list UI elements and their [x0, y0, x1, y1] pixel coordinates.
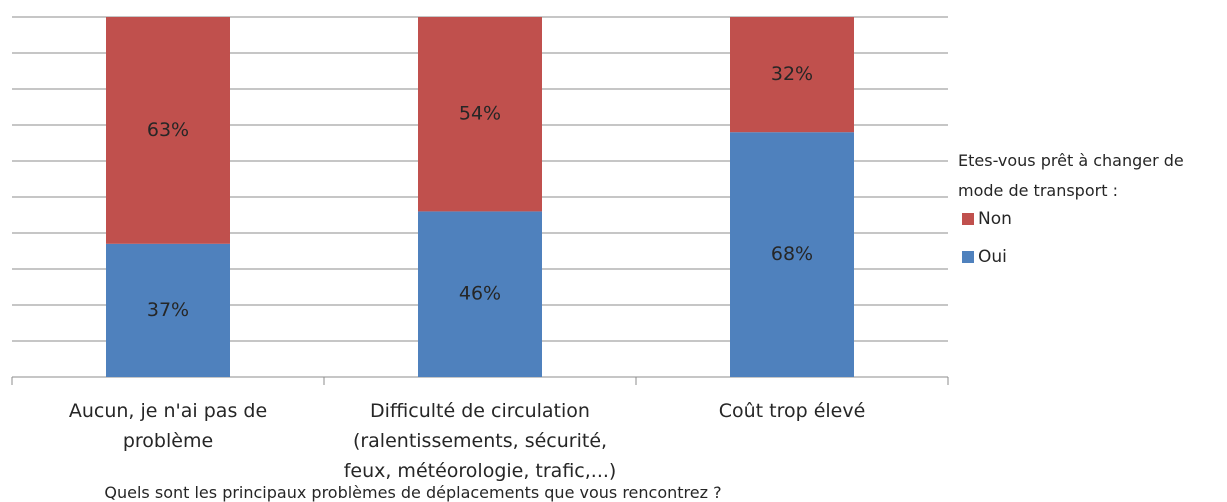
data-label: 68%: [771, 243, 813, 265]
legend-title: Etes-vous prêt à changer de mode de tran…: [958, 151, 1184, 200]
data-label: 46%: [459, 283, 501, 305]
data-label: 37%: [147, 299, 189, 321]
legend-item: Non: [962, 209, 1012, 229]
x-axis-title: Quels sont les principaux problèmes de d…: [104, 483, 722, 502]
legend-item: Oui: [962, 247, 1007, 267]
bar-segment: [106, 17, 230, 244]
data-label: 63%: [147, 119, 189, 141]
bar-segment: [418, 211, 542, 377]
data-label: 32%: [771, 63, 813, 85]
bar-segment: [730, 17, 854, 133]
x-tick-label: Difficulté de circulation (ralentissemen…: [343, 400, 617, 482]
x-tick-label: Aucun, je n'ai pas de problème: [68, 400, 268, 452]
x-tick-label: Coût trop élevé: [718, 400, 866, 422]
bar-segment: [106, 243, 230, 377]
legend-swatch: [962, 251, 974, 263]
bar-segment: [418, 17, 542, 212]
data-label: 54%: [459, 103, 501, 125]
legend-swatch: [962, 213, 974, 225]
bar-segment: [730, 132, 854, 377]
legend-label: Non: [978, 209, 1012, 229]
legend-label: Oui: [978, 247, 1007, 267]
